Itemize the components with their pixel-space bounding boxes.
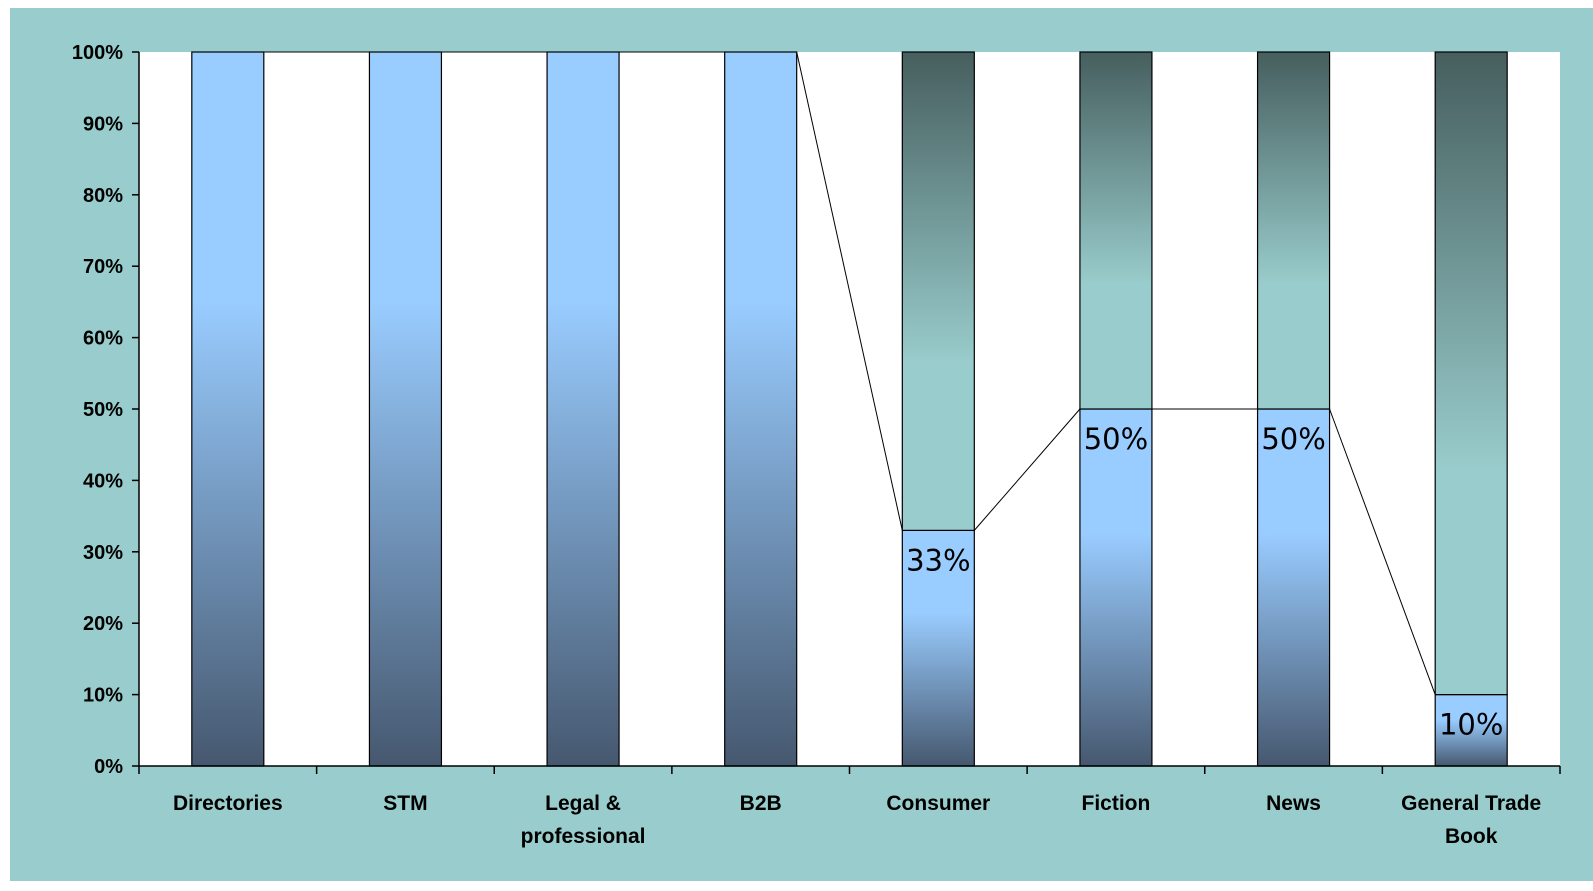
y-tick-label: 60% bbox=[83, 328, 123, 350]
data-labels: 33% 50% 50% 10% bbox=[906, 422, 1503, 742]
x-tick-label-line: General Trade bbox=[1401, 792, 1541, 815]
x-tick-label-line: News bbox=[1266, 792, 1321, 815]
y-tick-label: 70% bbox=[83, 256, 123, 278]
x-tick-label-line: Directories bbox=[173, 792, 283, 815]
x-tick-label-line: B2B bbox=[740, 792, 782, 815]
bar-segment-upper bbox=[901, 51, 975, 531]
y-tick-label: 0% bbox=[94, 756, 123, 778]
x-tick-label-line: STM bbox=[383, 792, 427, 815]
bar-segment-upper bbox=[1434, 51, 1508, 696]
bar-segment-upper bbox=[1079, 51, 1153, 410]
axes: 0% 10% 20% 30% 40% 50% 60% 70% 80% 90% 100% Directo… bbox=[72, 42, 1561, 848]
series-line bbox=[1329, 408, 1436, 695]
bar-segment-lower bbox=[1256, 408, 1331, 767]
y-tick-label: 40% bbox=[83, 470, 123, 492]
x-tick-label: Legal & professional bbox=[521, 792, 646, 848]
x-tick-label-line: Fiction bbox=[1082, 792, 1151, 815]
y-tick-label: 30% bbox=[83, 542, 123, 564]
x-tick-label: Fiction bbox=[1082, 792, 1151, 815]
bar-segment-lower bbox=[368, 51, 443, 767]
bar-segment-lower bbox=[546, 51, 620, 767]
bar-segment-lower bbox=[1079, 408, 1153, 767]
x-tick-label-line: Consumer bbox=[886, 792, 990, 815]
x-tick-label: General Trade Book bbox=[1401, 792, 1541, 848]
y-tick-label: 50% bbox=[83, 399, 123, 421]
x-tick-label: News bbox=[1266, 792, 1321, 815]
plot-area bbox=[139, 52, 1560, 766]
bar-segment-lower bbox=[724, 51, 798, 767]
x-tick-label: B2B bbox=[740, 792, 782, 815]
x-tick-label: Consumer bbox=[886, 792, 990, 815]
y-tick-label: 100% bbox=[72, 42, 123, 64]
data-label: 10% bbox=[1439, 708, 1503, 742]
bar-segment-lower bbox=[1434, 693, 1508, 767]
y-tick-label: 10% bbox=[83, 685, 123, 707]
y-tick-label: 20% bbox=[83, 613, 123, 635]
bar-segment-lower bbox=[191, 51, 265, 767]
y-tick-label: 80% bbox=[83, 185, 123, 207]
data-label: 50% bbox=[1084, 422, 1148, 456]
y-tick-label: 90% bbox=[83, 113, 123, 135]
series-lines bbox=[263, 51, 1436, 695]
series-line bbox=[796, 51, 903, 531]
bar-segment-upper bbox=[1256, 51, 1331, 410]
bar-segment-lower bbox=[901, 529, 975, 767]
x-tick-label: STM bbox=[383, 792, 427, 815]
data-label: 33% bbox=[906, 543, 970, 577]
x-tick-label-line: professional bbox=[521, 825, 646, 848]
x-tick-label-line: Book bbox=[1445, 825, 1498, 848]
series-line bbox=[973, 408, 1081, 531]
x-tick-label: Directories bbox=[173, 792, 283, 815]
data-label: 50% bbox=[1261, 422, 1325, 456]
x-tick-label-line: Legal & bbox=[545, 792, 621, 815]
